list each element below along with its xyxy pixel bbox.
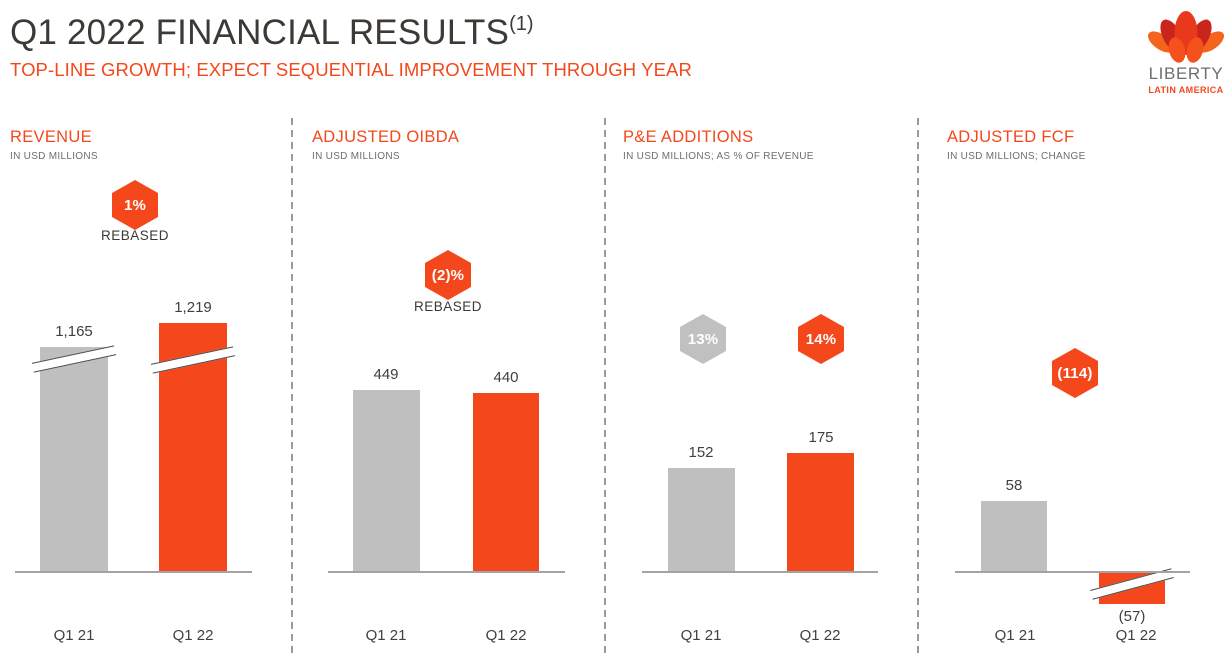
badge-caption: REBASED <box>413 299 483 314</box>
bar-value-label: 440 <box>493 369 519 386</box>
company-logo: LIBERTY LATIN AMERICA <box>1146 6 1226 95</box>
panel-title: ADJUSTED FCF <box>947 128 1075 146</box>
bar-value-label: 175 <box>808 429 834 446</box>
category-label: Q1 22 <box>799 627 841 644</box>
bar-value-label: 449 <box>373 366 399 383</box>
bar-value-label: 58 <box>1005 477 1023 494</box>
bar-q1-21 <box>40 347 108 571</box>
panel-title: P&E ADDITIONS <box>623 128 754 146</box>
bar-value-label: 1,219 <box>174 299 212 316</box>
percent-badge-value: 14% <box>805 330 837 348</box>
panel-divider <box>917 118 919 657</box>
category-label: Q1 22 <box>1115 627 1157 644</box>
percent-badge-hexagon: 14% <box>798 314 844 364</box>
change-badge-value: (2)% <box>431 266 465 284</box>
lotus-flower-icon <box>1147 11 1225 63</box>
x-axis-line <box>328 571 565 573</box>
category-label: Q1 22 <box>172 627 214 644</box>
bar-q1-21 <box>668 468 735 571</box>
bar-q1-21 <box>981 501 1047 571</box>
panel-revenue: REVENUE IN USD MILLIONS 1% REBASED 1,165… <box>0 116 291 659</box>
category-label: Q1 21 <box>994 627 1036 644</box>
bar-value-label: 152 <box>688 444 714 461</box>
panel-divider <box>291 118 293 657</box>
change-badge-hexagon: (2)% <box>425 250 471 300</box>
percent-badge-value: 13% <box>687 330 719 348</box>
x-axis-line <box>642 571 878 573</box>
panel-subtitle: IN USD MILLIONS <box>10 151 98 162</box>
logo-wordmark: LIBERTY <box>1148 64 1224 83</box>
bar-value-label: (57) <box>1118 608 1146 625</box>
page-subtitle: TOP-LINE GROWTH; EXPECT SEQUENTIAL IMPRO… <box>10 59 692 80</box>
page-title: Q1 2022 FINANCIAL RESULTS(1) <box>10 13 534 53</box>
change-badge-hexagon: 1% <box>112 180 158 230</box>
badge-caption: REBASED <box>100 228 170 243</box>
bar-q1-22 <box>473 393 539 571</box>
category-label: Q1 22 <box>485 627 527 644</box>
x-axis-line <box>955 571 1190 573</box>
panel-subtitle: IN USD MILLIONS; CHANGE <box>947 151 1086 162</box>
panel-adjusted-oibda: ADJUSTED OIBDA IN USD MILLIONS (2)% REBA… <box>292 116 604 659</box>
panel-pe-additions: P&E ADDITIONS IN USD MILLIONS; AS % OF R… <box>605 116 917 659</box>
panel-title: REVENUE <box>10 128 92 146</box>
title-footnote-marker: (1) <box>509 13 534 35</box>
category-label: Q1 21 <box>365 627 407 644</box>
change-badge-value: 1% <box>123 196 147 214</box>
panel-subtitle: IN USD MILLIONS; AS % OF REVENUE <box>623 151 814 162</box>
percent-badge-hexagon: 13% <box>680 314 726 364</box>
category-label: Q1 21 <box>680 627 722 644</box>
panel-title: ADJUSTED OIBDA <box>312 128 460 146</box>
category-label: Q1 21 <box>53 627 95 644</box>
panel-subtitle: IN USD MILLIONS <box>312 151 400 162</box>
bar-q1-21 <box>353 390 420 571</box>
page-title-text: Q1 2022 FINANCIAL RESULTS <box>10 13 510 52</box>
bar-value-label: 1,165 <box>55 323 93 340</box>
logo-subwordmark: LATIN AMERICA <box>1148 85 1224 95</box>
change-badge-hexagon: (114) <box>1052 348 1098 398</box>
panel-adjusted-fcf: ADJUSTED FCF IN USD MILLIONS; CHANGE (11… <box>918 116 1232 659</box>
change-badge-value: (114) <box>1057 364 1093 382</box>
bar-q1-22 <box>787 453 854 571</box>
x-axis-line <box>15 571 252 573</box>
panel-divider <box>604 118 606 657</box>
